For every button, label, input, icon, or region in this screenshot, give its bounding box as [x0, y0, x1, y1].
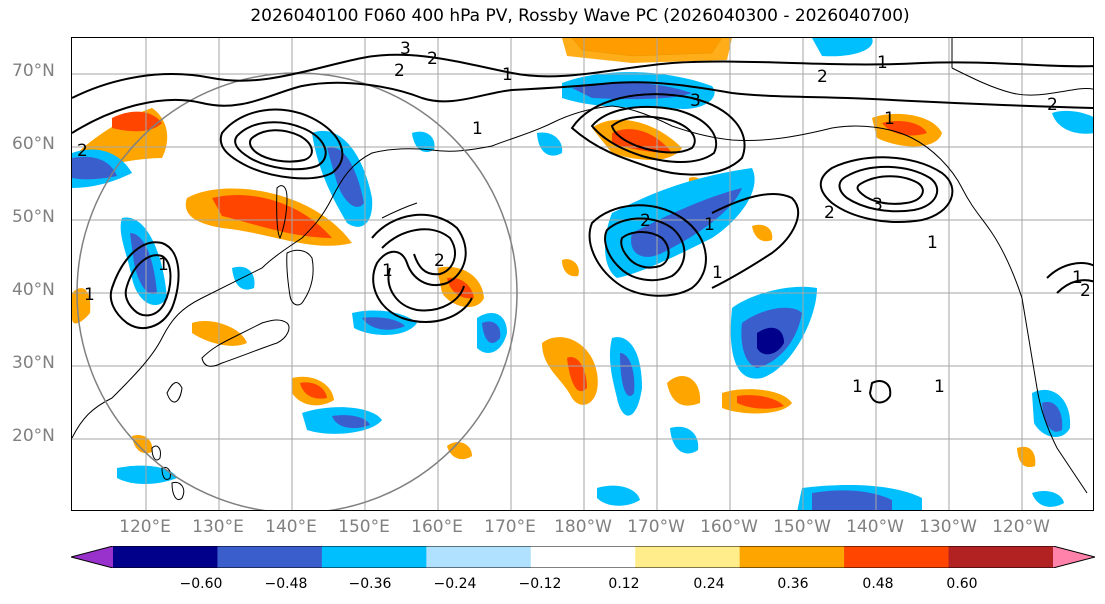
- graticule: [72, 38, 1093, 510]
- lon-label: 150°E: [338, 517, 390, 537]
- contour-label: 1: [927, 233, 938, 253]
- contour-labels: 3 2 2 1 2 1 2 3 1 2 1 1 2 2 1 1 2 3 1 1 …: [77, 39, 1091, 397]
- colorbar-tick: −0.36: [348, 576, 392, 592]
- contour-label: 1: [704, 215, 715, 235]
- colorbar-segment: [426, 546, 532, 568]
- contour-label: 3: [400, 39, 411, 59]
- lon-label: 160°E: [411, 517, 463, 537]
- lat-label-20: 20°N: [12, 426, 55, 446]
- colorbar-segment: [739, 546, 845, 568]
- colorbar: [71, 546, 1095, 568]
- colorbar-tick: 0.36: [777, 576, 809, 592]
- colorbar-tick: 0.60: [946, 576, 978, 592]
- contour-label: 1: [852, 377, 863, 397]
- colorbar-tick: −0.12: [518, 576, 562, 592]
- contour-label: 2: [640, 211, 651, 231]
- lon-label: 130°E: [192, 517, 244, 537]
- positive-pv-anomalies: [72, 38, 1036, 468]
- lon-label: 120°W: [992, 517, 1050, 537]
- colorbar-tick: −0.48: [264, 576, 308, 592]
- lon-label: 160°W: [700, 517, 758, 537]
- contour-label: 1: [934, 377, 945, 397]
- lat-label-50: 50°N: [12, 207, 55, 227]
- lon-label: 130°W: [919, 517, 977, 537]
- pv-contours: [72, 53, 1093, 404]
- lat-label-30: 30°N: [12, 353, 55, 373]
- colorbar-extend-high: [1053, 546, 1095, 568]
- colorbar-tick: 0.24: [693, 576, 725, 592]
- contour-label: 2: [1047, 95, 1058, 115]
- colorbar-tick: 0.12: [608, 576, 640, 592]
- colorbar-segment: [113, 546, 218, 568]
- colorbar-tick: 0.48: [862, 576, 894, 592]
- contour-label: 3: [872, 195, 883, 215]
- negative-pv-anomalies: [72, 38, 1093, 510]
- contour-label: 1: [502, 65, 513, 85]
- contour-label: 2: [427, 49, 438, 69]
- colorbar-extend-low: [71, 546, 113, 568]
- lon-label: 120°E: [119, 517, 171, 537]
- coastlines: [72, 38, 1093, 501]
- contour-label: 1: [712, 263, 723, 283]
- contour-label: 2: [817, 67, 828, 87]
- contour-label: 1: [84, 285, 95, 305]
- colorbar-segment: [217, 546, 323, 568]
- lat-label-70: 70°N: [12, 61, 55, 81]
- chart-title: 2026040100 F060 400 hPa PV, Rossby Wave …: [250, 6, 910, 26]
- contour-label: 2: [1080, 281, 1091, 301]
- contour-label: 1: [472, 119, 483, 139]
- contour-label: 1: [158, 255, 169, 275]
- contour-label: 1: [877, 53, 888, 73]
- contour-label: 2: [824, 203, 835, 223]
- lon-label: 140°E: [265, 517, 317, 537]
- lat-label-40: 40°N: [12, 280, 55, 300]
- lon-label: 150°W: [773, 517, 831, 537]
- contour-label: 2: [394, 61, 405, 81]
- colorbar-segment: [530, 546, 636, 568]
- contour-label: 2: [77, 141, 88, 161]
- colorbar-segment: [321, 546, 427, 568]
- contour-label: 3: [690, 91, 701, 111]
- colorbar-segment: [844, 546, 950, 568]
- lon-label: 170°W: [627, 517, 685, 537]
- lon-label: 180°W: [554, 517, 612, 537]
- colorbar-tick: −0.24: [433, 576, 477, 592]
- colorbar-tick: −0.60: [179, 576, 223, 592]
- contour-label: 1: [382, 261, 393, 281]
- colorbar-segment: [948, 546, 1054, 568]
- contour-label: 2: [434, 251, 445, 271]
- contour-label: 1: [884, 109, 895, 129]
- map-canvas: 3 2 2 1 2 1 2 3 1 2 1 1 2 2 1 1 2 3 1 1 …: [72, 38, 1093, 510]
- map-panel[interactable]: 3 2 2 1 2 1 2 3 1 2 1 1 2 2 1 1 2 3 1 1 …: [71, 37, 1094, 511]
- lat-label-60: 60°N: [12, 134, 55, 154]
- colorbar-segment: [635, 546, 741, 568]
- contour-label: 1: [1072, 268, 1083, 288]
- lon-label: 140°W: [846, 517, 904, 537]
- lon-label: 170°E: [484, 517, 536, 537]
